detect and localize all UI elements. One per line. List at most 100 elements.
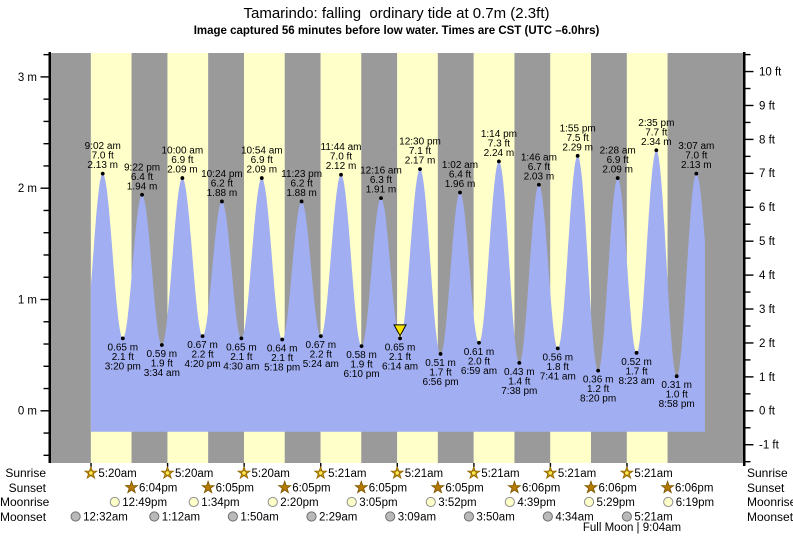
tide-high-time: 1:14 pm: [481, 129, 517, 140]
moonset-time: 3:09am: [398, 512, 436, 524]
moonrise-icon: [504, 496, 515, 508]
tide-high-ft: 6.3 ft: [370, 175, 392, 186]
tide-low-ft: 2.1 ft: [271, 353, 293, 364]
moonset-time: 2:29am: [319, 512, 357, 524]
right-tick: [745, 257, 751, 259]
tide-high-ft: 7.5 ft: [567, 133, 589, 144]
tide-high-ft: 6.7 ft: [528, 162, 550, 173]
tide-high-m: 2.09 m: [247, 165, 278, 176]
tide-low-ft: 1.7 ft: [429, 367, 451, 378]
tide-extreme-dot: [299, 199, 304, 204]
right-tick: [745, 87, 751, 90]
moonset-row-label-right: Moonset: [747, 509, 793, 524]
tide-high-m: 1.91 m: [366, 185, 397, 196]
sunset-row-label: Sunset: [8, 480, 46, 495]
right-tick: [745, 155, 751, 158]
sunset-icon: [430, 479, 445, 494]
tide-low-ft: 1.7 ft: [625, 366, 647, 377]
tide-high-ft: 6.4 ft: [449, 170, 471, 181]
tide-low-time: 7:38 pm: [501, 386, 537, 397]
tide-low-time: 8:20 pm: [580, 394, 616, 405]
tide-low-m: 0.56 m: [542, 352, 573, 363]
tide-extreme-dot: [318, 334, 323, 339]
tide-high-m: 2.09 m: [602, 165, 633, 176]
left-tick: [43, 365, 49, 367]
tide-extreme-dot: [100, 171, 105, 176]
tide-high-m: 1.94 m: [127, 181, 158, 192]
moonrise-time: 5:29pm: [597, 497, 635, 509]
sunrise-icon-center: [164, 470, 171, 476]
left-tick: [43, 232, 49, 234]
moonrise-time: 6:19pm: [676, 497, 714, 509]
moonrise-time: 1:34pm: [201, 497, 239, 509]
tide-high-m: 2.34 m: [641, 137, 672, 148]
sunrise-time: 5:21am: [328, 468, 366, 480]
tide-extreme-dot: [398, 336, 402, 341]
moonset-icon: [621, 511, 632, 522]
right-tick-label: 0 ft: [759, 406, 776, 418]
page-title: Tamarindo: falling ordinary tide at 0.7m…: [243, 5, 550, 22]
tide-extreme-dot: [280, 337, 285, 342]
tide-high-time: 10:54 am: [241, 146, 283, 157]
moonset-time: 4:34am: [555, 512, 593, 524]
tide-extreme-dot: [458, 190, 462, 195]
tide-extreme-dot: [140, 192, 144, 197]
right-tick: [745, 342, 754, 344]
tide-high-time: 10:00 am: [162, 146, 204, 157]
sunrise-icon-center: [88, 470, 94, 476]
tide-low-time: 8:58 pm: [659, 399, 695, 410]
tide-low-time: 7:41 am: [540, 371, 576, 382]
tide-high-ft: 7.0 ft: [330, 152, 352, 163]
tide-low-ft: 1.9 ft: [350, 360, 372, 371]
tide-low-time: 6:56 pm: [422, 377, 458, 388]
tide-low-time: 8:23 am: [618, 376, 654, 387]
right-tick: [745, 393, 751, 395]
left-tick: [43, 98, 49, 100]
sunset-row-label-right: Sunset: [747, 480, 785, 495]
moonset-icon: [227, 511, 238, 522]
moonset-icon: [542, 511, 553, 522]
right-tick-label: 4 ft: [759, 270, 776, 282]
left-tick: [43, 254, 49, 256]
right-tick: [745, 206, 754, 208]
tide-high-m: 1.96 m: [445, 179, 476, 190]
tide-extreme-dot: [596, 368, 601, 373]
left-tick-label: 1 m: [18, 294, 37, 306]
tide-low-time: 5:24 am: [303, 359, 339, 370]
tide-high-time: 10:24 pm: [201, 169, 243, 180]
tide-low-m: 0.67 m: [187, 340, 218, 351]
tide-high-time: 2:28 am: [600, 146, 636, 157]
right-tick: [745, 410, 754, 412]
sunrise-icon-center: [241, 470, 247, 476]
left-tick: [43, 454, 49, 457]
right-tick: [745, 172, 754, 175]
tide-low-m: 0.65 m: [108, 342, 139, 353]
tide-extreme-dot: [200, 334, 205, 339]
left-axis-line: [48, 52, 51, 463]
tide-low-ft: 1.2 ft: [587, 384, 609, 395]
tide-high-m: 2.03 m: [524, 171, 555, 182]
moonrise-row-label: Moonrise: [0, 495, 50, 509]
tide-low-m: 0.65 m: [226, 342, 257, 353]
moonset-icon: [306, 511, 317, 522]
tide-high-m: 2.13 m: [681, 160, 712, 171]
tide-low-time: 5:18 pm: [264, 362, 300, 373]
tide-high-m: 2.17 m: [405, 156, 436, 167]
sunrise-icon-center: [547, 470, 554, 476]
moonrise-time: 2:20pm: [280, 497, 318, 509]
tide-low-m: 0.36 m: [583, 375, 614, 386]
sunset-icon: [201, 479, 216, 494]
tide-high-time: 1:02 am: [442, 160, 478, 171]
tide-low-time: 6:10 pm: [343, 369, 379, 380]
moonset-time: 5:21am: [634, 512, 672, 524]
day-start-tick: [320, 463, 322, 467]
sunrise-time: 5:21am: [558, 468, 596, 480]
tide-low-m: 0.64 m: [267, 343, 298, 354]
tide-high-time: 9:02 am: [85, 141, 121, 152]
moonrise-row-label-right: Moonrise: [747, 495, 793, 509]
sunset-time: 6:05pm: [292, 483, 330, 495]
right-tick-label: 6 ft: [759, 202, 776, 214]
moonset-time: 3:50am: [476, 512, 514, 524]
left-tick-label: 0 m: [18, 406, 37, 418]
sunrise-time: 5:21am: [405, 468, 443, 480]
